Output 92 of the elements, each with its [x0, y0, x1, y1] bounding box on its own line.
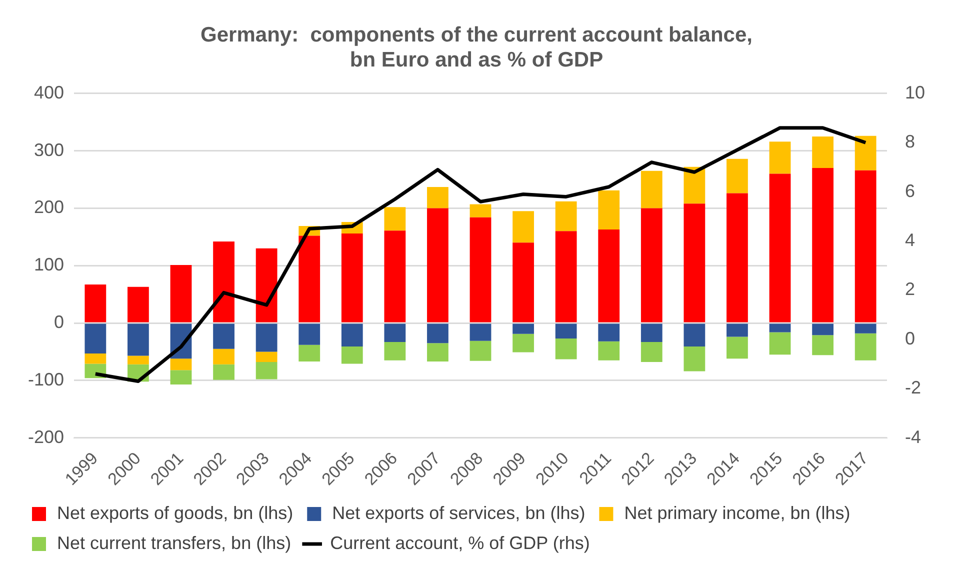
y-tick-label: -200 [28, 426, 64, 447]
y-tick-label: 400 [34, 82, 64, 102]
bar [684, 324, 706, 347]
bar [470, 340, 492, 361]
y-tick-label: 100 [34, 254, 64, 275]
bar [298, 344, 320, 362]
y2-tick-label: 2 [904, 279, 915, 300]
y2-tick-label: 6 [904, 180, 915, 201]
bar [640, 342, 662, 362]
bar [854, 136, 876, 170]
y-tick-label: 300 [34, 140, 64, 160]
bar [854, 333, 876, 360]
legend-label: Net primary income, bn (lhs) [624, 502, 850, 523]
y-tick-label: 0 [54, 312, 64, 332]
bar [298, 236, 320, 322]
bar [341, 233, 363, 322]
bar [555, 231, 577, 322]
bar [298, 324, 320, 345]
bar [640, 324, 662, 342]
bar [213, 324, 234, 349]
bar [170, 358, 192, 370]
bar [470, 217, 492, 322]
y-tick-label: -100 [28, 369, 64, 390]
bar [812, 335, 834, 356]
bar [384, 207, 406, 231]
bar [555, 201, 577, 232]
bar [555, 324, 577, 339]
bar [341, 324, 363, 347]
bar [512, 334, 534, 352]
bar [84, 353, 106, 364]
bar [598, 324, 620, 342]
bar [726, 193, 748, 322]
bar [812, 136, 834, 168]
bar [769, 332, 791, 355]
bar [128, 324, 149, 356]
bar [213, 364, 234, 380]
bar [854, 324, 876, 334]
bar [684, 346, 706, 372]
bar [84, 324, 106, 354]
bar [341, 346, 363, 364]
legend-label: Net exports of services, bn (lhs) [332, 502, 586, 523]
bar [170, 370, 192, 384]
bar [427, 208, 448, 322]
bar [726, 336, 748, 359]
bar [84, 284, 106, 322]
y-tick-label: 200 [34, 197, 64, 218]
bar [256, 324, 278, 352]
bar [256, 352, 278, 362]
bar [512, 324, 534, 334]
bar [769, 174, 791, 322]
bar [128, 286, 149, 322]
y2-tick-label: -2 [904, 378, 921, 398]
legend-label: Current account, % of GDP (rhs) [330, 532, 590, 553]
bar [384, 342, 406, 360]
bar [512, 211, 534, 243]
bar [170, 265, 192, 322]
bar [769, 142, 791, 174]
bar [812, 168, 834, 322]
bar [427, 324, 448, 344]
bar [256, 362, 278, 380]
bar [555, 338, 577, 360]
bar [427, 343, 448, 362]
bar [854, 170, 876, 322]
legend-label: Net current transfers, bn (lhs) [57, 532, 292, 553]
bar [213, 348, 234, 364]
bar [812, 324, 834, 336]
bar [128, 356, 149, 364]
bar [726, 324, 748, 337]
bar [470, 324, 492, 341]
bar [427, 186, 448, 208]
y2-tick-label: 4 [904, 230, 915, 250]
y2-tick-label: 10 [904, 82, 926, 102]
bar [213, 242, 234, 322]
bar [512, 242, 534, 322]
bar [684, 166, 706, 204]
bar [384, 230, 406, 322]
chart-title: Germany: components of the current account balance, bn Euro and as % of GDP [200, 23, 752, 72]
bar [769, 324, 791, 332]
bar [598, 229, 620, 322]
y2-tick-label: 0 [904, 328, 915, 348]
bar [640, 208, 662, 322]
y2-tick-label: 8 [904, 132, 915, 152]
bar [726, 158, 748, 194]
bar [256, 248, 278, 322]
bar [470, 204, 492, 218]
y2-tick-label: -4 [904, 426, 921, 447]
bar [598, 341, 620, 360]
legend-label: Net exports of goods, bn (lhs) [57, 502, 294, 523]
bar [684, 204, 706, 322]
bar [598, 190, 620, 230]
bar [384, 324, 406, 342]
bar [640, 170, 662, 208]
